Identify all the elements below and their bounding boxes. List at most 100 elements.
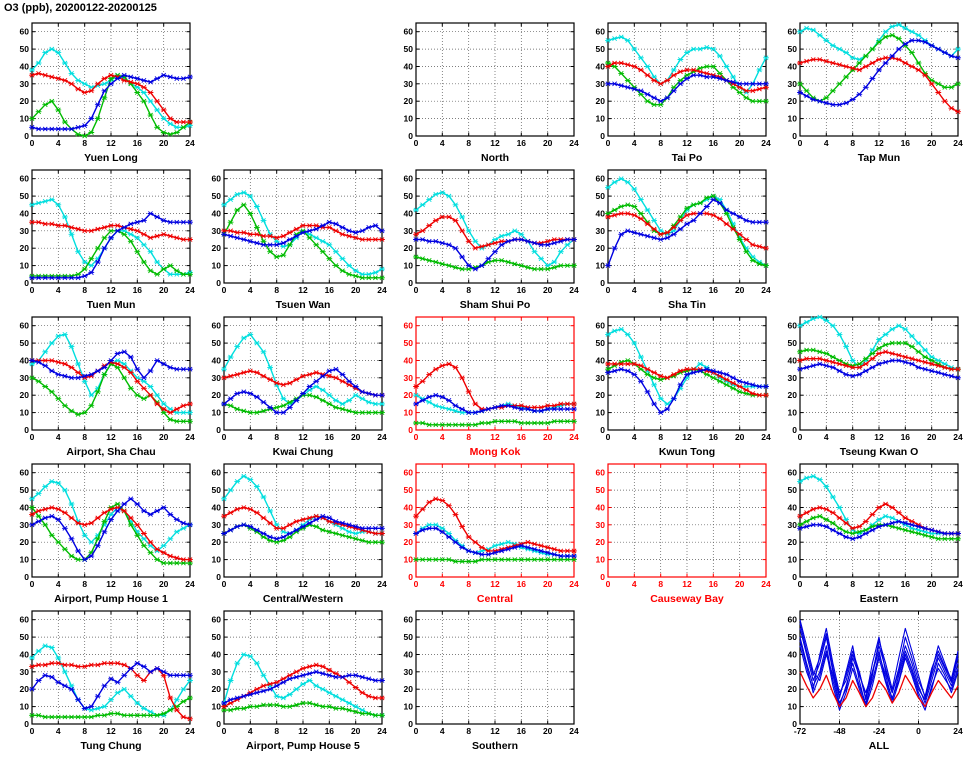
y-tick-label: 20 — [596, 537, 606, 547]
x-tick-label: 20 — [159, 138, 169, 148]
x-tick-label: 0 — [414, 579, 419, 589]
y-tick-label: 60 — [596, 321, 606, 331]
chart-sha-tin: 0 4 8 12 16 20 24 0 10 20 30 40 50 60 Sha Tin — [580, 165, 772, 312]
series-markers-green — [29, 695, 193, 720]
x-tick-label: 4 — [248, 579, 253, 589]
y-tick-label: 40 — [788, 356, 798, 366]
x-tick-label: 16 — [517, 432, 527, 442]
x-tick-label: 20 — [735, 285, 745, 295]
y-tick-label: 20 — [212, 684, 222, 694]
x-tick-label: 12 — [874, 432, 884, 442]
chart-title: Causeway Bay — [650, 593, 724, 605]
y-tick-label: 10 — [788, 702, 798, 712]
chart-central: 0 4 8 12 16 20 24 0 10 20 30 40 50 60 Central — [388, 459, 580, 606]
chart-tuen-mun: 0 4 8 12 16 20 24 0 10 20 30 40 50 60 Tuen Mun — [4, 165, 196, 312]
chart-title: Kwun Tong — [659, 446, 715, 458]
y-tick-label: 20 — [212, 537, 222, 547]
y-tick-label: 30 — [212, 373, 222, 383]
x-tick-label: 4 — [56, 579, 61, 589]
series-markers-cyan — [797, 314, 961, 372]
chart-canvas: 0 4 8 12 16 20 24 0 10 20 30 40 50 60 Central/Western — [212, 463, 387, 605]
y-tick-label: 40 — [404, 503, 414, 513]
y-tick-label: 10 — [596, 408, 606, 418]
y-tick-label: 20 — [20, 684, 30, 694]
y-tick-label: 10 — [20, 261, 30, 271]
chart-title: Tuen Mun — [87, 299, 136, 311]
x-tick-label: 12 — [490, 285, 500, 295]
x-tick-label: 16 — [517, 138, 527, 148]
y-tick-label: 30 — [20, 226, 30, 236]
x-tick-label: 0 — [916, 726, 921, 736]
series-line-blue — [415, 394, 574, 414]
y-tick-label: 50 — [404, 632, 414, 642]
y-tick-label: 40 — [788, 62, 798, 72]
x-tick-label: 8 — [466, 285, 471, 295]
x-tick-label: 20 — [159, 726, 169, 736]
x-tick-label: 8 — [658, 285, 663, 295]
all-blue-line-1 — [799, 627, 959, 704]
y-tick-label: 30 — [788, 667, 798, 677]
x-tick-label: 24 — [377, 432, 387, 442]
y-tick-label: 50 — [212, 632, 222, 642]
y-tick-label: 60 — [212, 468, 222, 478]
chart-canvas: -72 -48 -24 0 24 0 10 20 30 40 50 60 ALL — [788, 610, 963, 752]
y-tick-label: 40 — [788, 503, 798, 513]
x-tick-label: 12 — [106, 726, 116, 736]
x-tick-label: 16 — [901, 432, 911, 442]
y-tick-label: 0 — [408, 131, 413, 141]
y-tick-label: 60 — [788, 321, 798, 331]
y-tick-label: 60 — [404, 321, 414, 331]
y-tick-label: 0 — [24, 278, 29, 288]
x-tick-label: 20 — [159, 285, 169, 295]
y-tick-label: 30 — [596, 373, 606, 383]
y-tick-label: 50 — [212, 338, 222, 348]
series-markers-blue — [29, 211, 193, 281]
x-tick-label: 12 — [874, 579, 884, 589]
chart-title: Tseung Kwan O — [840, 446, 919, 458]
x-tick-label: 0 — [606, 138, 611, 148]
series-line-cyan — [415, 394, 574, 414]
x-tick-label: 8 — [274, 726, 279, 736]
y-tick-label: 40 — [212, 356, 222, 366]
chart-tsuen-wan: 0 4 8 12 16 20 24 0 10 20 30 40 50 60 Tsuen Wan — [196, 165, 388, 312]
series-markers-red — [605, 361, 769, 398]
chart-title: Mong Kok — [470, 446, 521, 458]
series-markers-green — [413, 557, 577, 564]
y-tick-label: 0 — [792, 719, 797, 729]
y-tick-label: 60 — [212, 174, 222, 184]
y-tick-label: 40 — [20, 62, 30, 72]
series-markers-blue — [221, 366, 385, 416]
y-tick-label: 10 — [212, 408, 222, 418]
x-tick-label: 8 — [850, 138, 855, 148]
x-tick-label: 8 — [82, 726, 87, 736]
y-tick-label: 40 — [404, 62, 414, 72]
x-tick-label: 16 — [709, 432, 719, 442]
y-tick-label: 20 — [788, 390, 798, 400]
chart-canvas: 0 4 8 12 16 20 24 0 10 20 30 40 50 60 Eastern — [788, 463, 963, 605]
series-markers-blue — [413, 392, 577, 416]
y-tick-label: 0 — [408, 719, 413, 729]
series-markers-red — [797, 55, 961, 115]
y-tick-label: 20 — [788, 96, 798, 106]
x-tick-label: 20 — [543, 579, 553, 589]
x-tick-label: 16 — [325, 726, 335, 736]
x-tick-label: 8 — [274, 432, 279, 442]
y-tick-label: 20 — [212, 390, 222, 400]
y-tick-label: 0 — [792, 572, 797, 582]
x-tick-label: 24 — [185, 285, 195, 295]
y-tick-label: 50 — [596, 338, 606, 348]
y-tick-label: 40 — [212, 503, 222, 513]
y-tick-label: 40 — [596, 503, 606, 513]
series-markers-green — [413, 418, 577, 428]
series-markers-red — [221, 505, 385, 536]
y-tick-label: 10 — [788, 408, 798, 418]
x-tick-label: 16 — [325, 285, 335, 295]
x-tick-label: 8 — [274, 285, 279, 295]
x-tick-label: -72 — [794, 726, 807, 736]
series-line-cyan — [31, 48, 191, 129]
x-tick-label: 4 — [824, 579, 829, 589]
chart-tseung-kwan-o: 0 4 8 12 16 20 24 0 10 20 30 40 50 60 Tseung Kwan O — [772, 312, 964, 459]
x-tick-label: 12 — [298, 726, 308, 736]
x-tick-label: 12 — [874, 138, 884, 148]
x-tick-label: 8 — [658, 432, 663, 442]
